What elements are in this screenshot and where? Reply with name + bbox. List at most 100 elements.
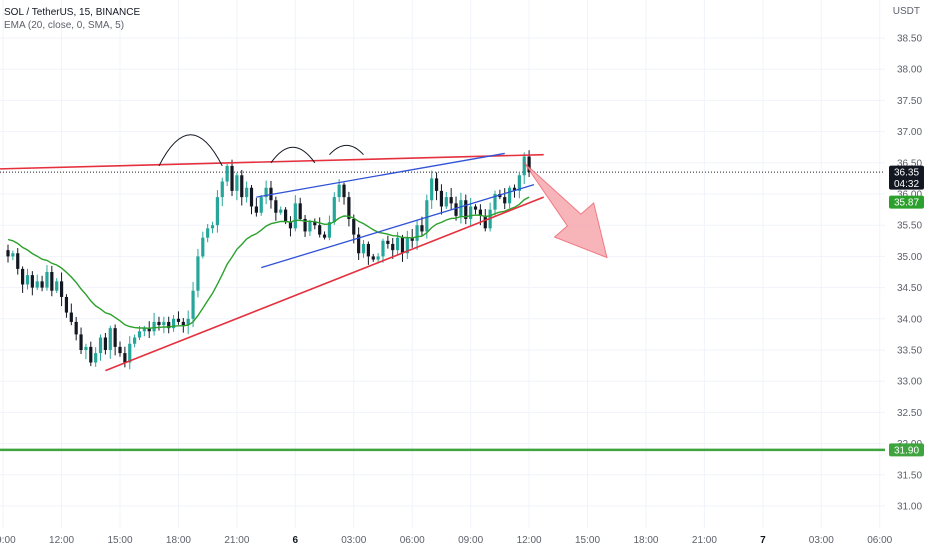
candle-8: [45, 265, 49, 291]
candle-10: [55, 278, 59, 293]
lower-blue-channel-line[interactable]: [261, 184, 535, 269]
candle-63: [313, 218, 317, 230]
candle-41: [206, 224, 210, 243]
candle-42: [210, 221, 215, 234]
candle-20: [103, 333, 107, 355]
candle-61: [303, 214, 307, 237]
candle-90: [444, 191, 448, 209]
peak-arcs[interactable]: [158, 134, 364, 167]
ema-value-tag: 35.87: [889, 195, 924, 209]
candle-70: [347, 191, 351, 227]
y-tick-label-8: 35.00: [897, 252, 922, 263]
candle-31: [157, 316, 161, 331]
candle-34: [171, 314, 176, 332]
candle-105: [517, 171, 521, 199]
candle-47: [235, 172, 239, 201]
candle-44: [220, 177, 224, 207]
candle-84: [415, 219, 419, 250]
peak-arc-1[interactable]: [158, 134, 223, 167]
ema-series-line: [7, 196, 530, 330]
time-axis[interactable]: 09:00 12:00 15:00 18:00 21:00 6 03:00 06:00 09:0…: [0, 535, 893, 546]
candle-100: [493, 190, 497, 216]
chart-legend[interactable]: SOL / TetherUS, 15, BINANCE EMA (20, clo…: [4, 6, 140, 32]
candle-22: [113, 324, 117, 356]
candle-52: [259, 195, 263, 216]
candle-59: [293, 195, 297, 232]
y-tick-label-1: 31.50: [897, 470, 922, 481]
candle-5: [30, 271, 34, 296]
candle-93: [459, 192, 463, 224]
support-price-tag: 31.90: [889, 443, 924, 457]
lower-red-support-line[interactable]: [105, 196, 544, 372]
candle-40: [201, 231, 205, 259]
candle-38: [191, 281, 195, 328]
candle-30: [152, 312, 156, 336]
candle-51: [254, 197, 258, 217]
candle-19: [98, 334, 103, 361]
svg-text:31.90: 31.90: [894, 445, 919, 456]
currency-label: USDT: [892, 6, 920, 17]
x-tick-label-5: 6: [293, 535, 299, 546]
svg-text:35.87: 35.87: [894, 198, 919, 209]
y-tick-label-0: 31.00: [897, 502, 922, 513]
candle-79: [391, 238, 395, 259]
candle-37: [186, 310, 190, 335]
candle-1: [11, 250, 15, 261]
candle-32: [162, 316, 166, 334]
candle-53: [264, 180, 268, 205]
candle-6: [35, 274, 39, 291]
upper-red-resistance-line[interactable]: [0, 153, 544, 170]
candle-82: [405, 230, 409, 259]
candle-106: [522, 152, 526, 184]
candle-12: [64, 294, 69, 318]
candle-18: [94, 347, 98, 367]
x-tick-label-0: 09:00: [0, 535, 16, 546]
x-tick-label-2: 15:00: [107, 535, 132, 546]
y-tick-label-14: 38.00: [897, 65, 922, 76]
candle-81: [400, 234, 405, 262]
peak-arc-3[interactable]: [329, 144, 364, 156]
candle-9: [50, 265, 54, 297]
y-tick-label-3: 32.50: [897, 408, 922, 419]
candle-67: [332, 192, 336, 225]
candle-11: [59, 272, 64, 307]
candle-64: [318, 217, 322, 238]
y-tick-label-15: 38.50: [897, 34, 922, 45]
candle-15: [79, 327, 83, 354]
candle-45: [225, 163, 229, 187]
x-tick-label-14: 03:00: [809, 535, 834, 546]
candle-78: [386, 235, 390, 249]
candle-21: [108, 325, 112, 359]
candle-17: [89, 341, 93, 367]
x-tick-label-6: 03:00: [341, 535, 366, 546]
candle-25: [128, 336, 132, 370]
candle-65: [322, 231, 327, 240]
svg-text:04:32: 04:32: [894, 179, 919, 190]
candle-95: [469, 198, 473, 227]
bearish-arrow-shape[interactable]: [523, 162, 608, 259]
candle-33: [167, 316, 171, 334]
candle-55: [274, 196, 278, 221]
y-tick-label-12: 37.00: [897, 127, 922, 138]
price-axis[interactable]: 31.0031.5032.0032.5033.0033.5034.0034.50…: [897, 34, 922, 513]
candle-2: [16, 248, 20, 275]
candle-39: [196, 248, 200, 298]
trendlines[interactable]: [0, 152, 544, 372]
x-tick-label-3: 18:00: [166, 535, 191, 546]
candle-46: [230, 159, 234, 197]
candle-69: [342, 182, 346, 205]
symbol-title: SOL / TetherUS, 15, BINANCE: [4, 7, 141, 18]
candle-103: [508, 185, 512, 209]
upper-blue-channel-line[interactable]: [256, 152, 505, 198]
candle-24: [123, 346, 127, 368]
candle-85: [420, 216, 424, 237]
peak-arc-2[interactable]: [270, 146, 316, 164]
x-tick-label-12: 21:00: [692, 535, 717, 546]
y-tick-label-10: 36.00: [897, 190, 922, 201]
candle-16: [84, 343, 88, 360]
candle-74: [366, 241, 370, 265]
candle-73: [361, 240, 366, 258]
candles: [6, 150, 531, 370]
